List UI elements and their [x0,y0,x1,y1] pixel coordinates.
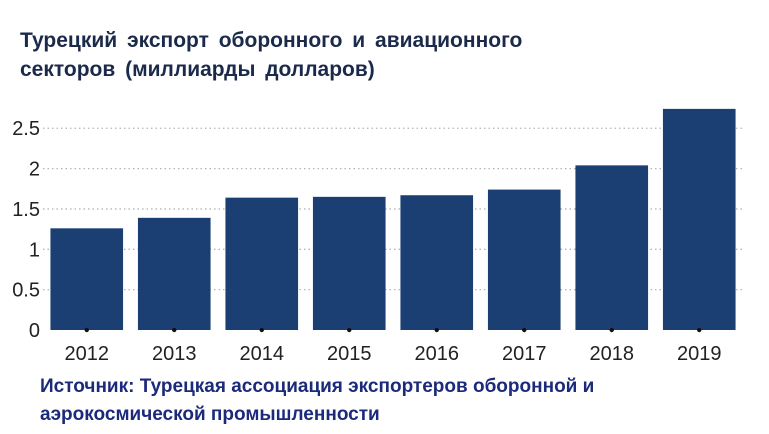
x-tick-dot-2013 [172,327,177,333]
bar-2016 [400,195,474,330]
source-note: Источник: Турецкая ассоциация экспортеро… [40,373,765,429]
x-tick-label-2018: 2018 [590,343,635,365]
chart-title: Турецкий экспорт оборонного и авиационно… [20,26,660,84]
y-tick-label-3: 1.5 [12,199,40,221]
bar-2019 [662,108,736,330]
x-tick-label-2017: 2017 [502,343,547,365]
x-tick-label-2015: 2015 [327,343,372,365]
chart-title-line-2: секторов (миллиарды долларов) [20,58,375,81]
bar-2014 [225,197,299,330]
x-tick-dot-2014 [259,327,264,333]
x-tick-label-2013: 2013 [152,343,197,365]
x-tick-dot-2016 [434,327,439,333]
source-note-line-2: аэрокосмической промышленности [40,404,380,425]
x-tick-dot-2012 [84,327,89,333]
x-tick-label-2012: 2012 [65,343,110,365]
y-tick-label-4: 2 [29,159,40,181]
source-note-line-1: Источник: Турецкая ассоциация экспортеро… [40,376,595,397]
y-tick-label-5: 2.5 [12,118,40,140]
y-tick-label-1: 0.5 [12,280,40,302]
bar-2013 [137,217,211,330]
x-tick-dot-2015 [347,327,352,333]
bar-2018 [575,165,649,330]
x-tick-label-2014: 2014 [240,343,285,365]
chart-title-line-1: Турецкий экспорт оборонного и авиационно… [20,29,523,52]
x-tick-dot-2018 [609,327,614,333]
bar-2015 [312,196,386,330]
x-tick-dot-2019 [697,327,702,333]
bar-2017 [487,189,561,330]
x-tick-label-2019: 2019 [677,343,722,365]
x-tick-dot-2017 [522,327,527,333]
y-tick-label-0: 0 [29,320,40,342]
y-tick-label-2: 1 [29,239,40,261]
bar-2012 [50,228,124,330]
x-tick-label-2016: 2016 [415,343,460,365]
